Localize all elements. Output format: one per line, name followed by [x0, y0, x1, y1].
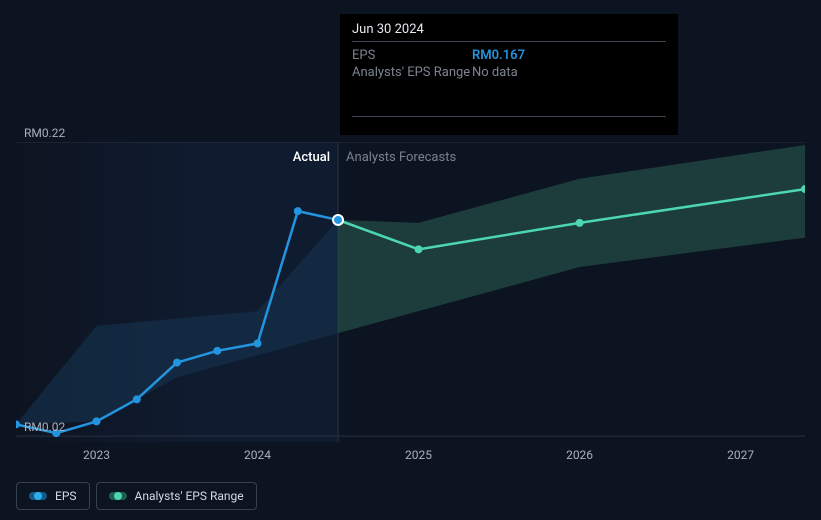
x-tick: 2024: [244, 448, 271, 462]
legend-label: EPS: [55, 489, 77, 503]
tooltip-date: Jun 30 2024: [352, 22, 666, 37]
eps-chart: RM0.22 RM0.02 Actual Analysts Forecasts …: [0, 0, 821, 520]
y-axis-label-min: RM0.02: [24, 420, 65, 434]
x-tick: 2025: [405, 448, 432, 462]
tooltip-row: EPSRM0.167: [352, 48, 666, 63]
chart-svg: [16, 142, 805, 442]
tooltip: Jun 30 2024 EPSRM0.167Analysts' EPS Rang…: [340, 14, 678, 135]
x-axis: 2023 2024 2025 2026 2027: [16, 448, 805, 468]
x-tick: 2023: [83, 448, 110, 462]
tooltip-key: Analysts' EPS Range: [352, 65, 472, 80]
tooltip-key: EPS: [352, 48, 472, 63]
tooltip-value: No data: [472, 65, 518, 80]
tooltip-separator: [352, 41, 666, 42]
legend-label: Analysts' EPS Range: [135, 489, 244, 503]
y-axis-label-max: RM0.22: [24, 126, 65, 140]
x-tick: 2026: [566, 448, 593, 462]
legend-swatch: [29, 492, 47, 500]
tooltip-value: RM0.167: [472, 48, 525, 63]
legend: EPS Analysts' EPS Range: [16, 482, 257, 510]
tooltip-separator-bottom: [352, 116, 666, 117]
region-label-actual: Actual: [293, 150, 330, 165]
legend-swatch: [109, 492, 127, 500]
region-label-forecast: Analysts Forecasts: [346, 150, 456, 165]
plot-area[interactable]: [16, 142, 805, 442]
legend-item[interactable]: Analysts' EPS Range: [96, 482, 257, 510]
tooltip-row: Analysts' EPS RangeNo data: [352, 65, 666, 80]
x-tick: 2027: [727, 448, 754, 462]
legend-item[interactable]: EPS: [16, 482, 90, 510]
